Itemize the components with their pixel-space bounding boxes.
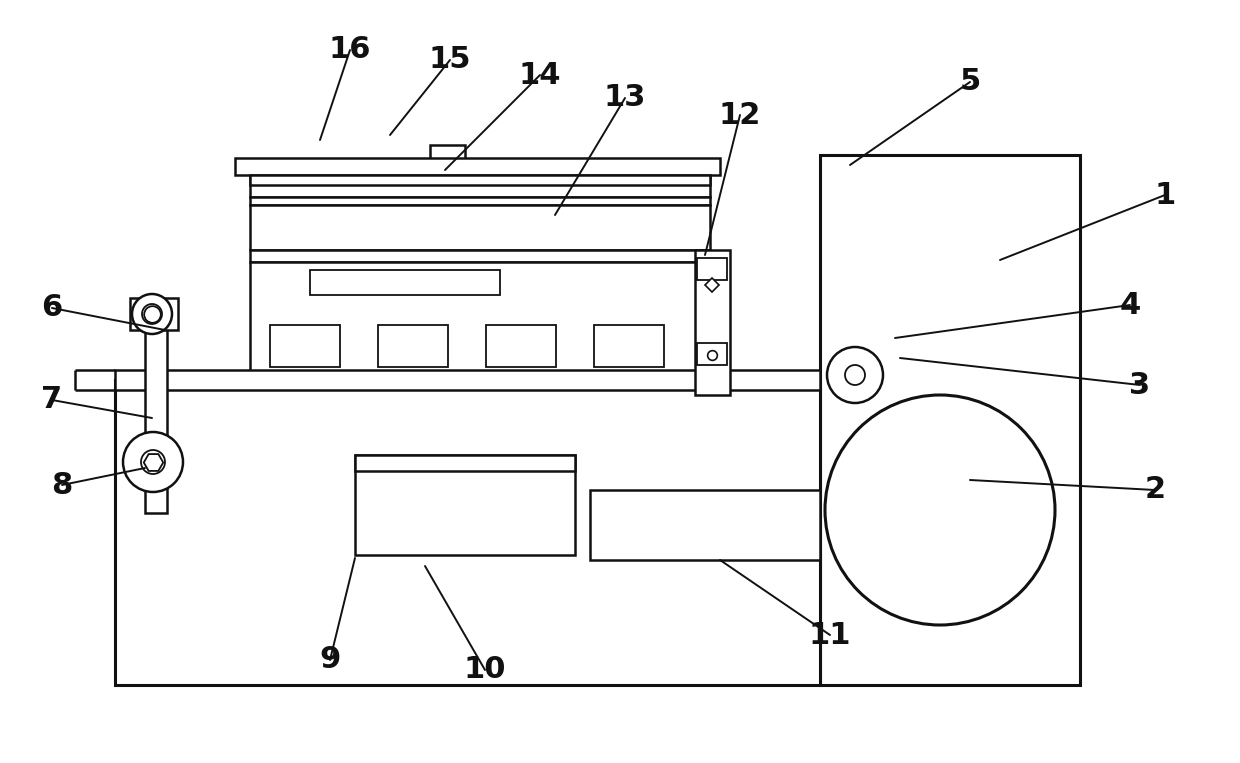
Circle shape: [143, 304, 162, 324]
Circle shape: [827, 347, 883, 403]
Text: 12: 12: [719, 101, 761, 130]
Bar: [236, 158, 720, 175]
Bar: [590, 490, 820, 560]
Bar: [250, 175, 711, 197]
Text: 2: 2: [1145, 475, 1166, 504]
Circle shape: [123, 432, 184, 492]
Bar: [820, 155, 1080, 685]
Text: 6: 6: [41, 294, 63, 323]
Bar: [310, 270, 500, 295]
Bar: [270, 325, 340, 367]
Bar: [250, 205, 711, 250]
Bar: [250, 197, 711, 205]
Bar: [697, 343, 727, 365]
Bar: [694, 250, 730, 395]
Text: 13: 13: [604, 83, 646, 112]
Bar: [355, 455, 575, 471]
Circle shape: [141, 450, 165, 474]
Text: 7: 7: [41, 385, 62, 414]
Bar: [115, 380, 820, 685]
Bar: [697, 258, 727, 280]
Text: 4: 4: [1120, 291, 1141, 320]
Text: 1: 1: [1154, 181, 1176, 210]
Text: 8: 8: [51, 471, 73, 500]
Text: 5: 5: [960, 67, 981, 96]
Bar: [594, 325, 663, 367]
Bar: [153, 305, 167, 319]
Text: 16: 16: [329, 36, 371, 65]
Bar: [250, 262, 711, 385]
Text: 14: 14: [518, 60, 562, 89]
Text: 11: 11: [808, 620, 851, 649]
Text: 9: 9: [320, 645, 341, 674]
Bar: [250, 250, 711, 262]
Text: 15: 15: [429, 46, 471, 75]
Bar: [145, 318, 167, 513]
Bar: [355, 455, 575, 555]
Circle shape: [131, 294, 172, 334]
Bar: [430, 145, 465, 175]
Circle shape: [825, 395, 1055, 625]
Text: 3: 3: [1130, 371, 1151, 400]
Bar: [378, 325, 448, 367]
Text: 10: 10: [464, 655, 506, 684]
Bar: [486, 325, 556, 367]
Circle shape: [844, 365, 866, 385]
Bar: [130, 298, 179, 330]
Bar: [115, 370, 820, 390]
Bar: [250, 175, 711, 185]
